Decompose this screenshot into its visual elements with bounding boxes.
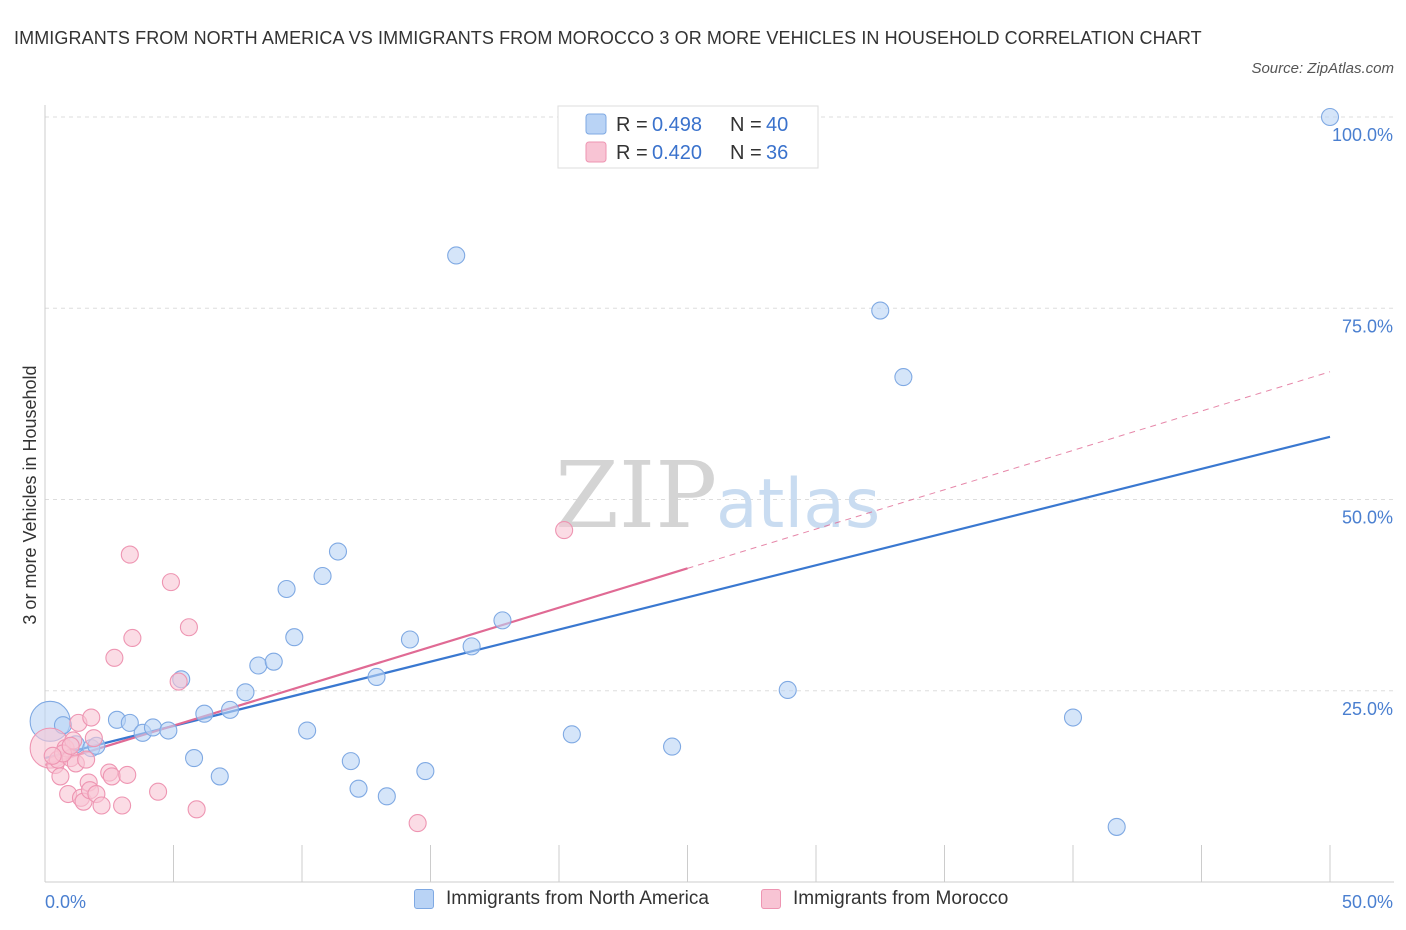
- x-tick-label: 0.0%: [45, 892, 86, 912]
- legend-r-label: R =: [616, 142, 648, 164]
- data-point-pink: [51, 767, 70, 786]
- tick-labels: 25.0% 50.0% 75.0% 100.0% 0.0% 50.0%: [45, 125, 1393, 912]
- data-point-blue: [143, 718, 162, 737]
- data-point-blue: [285, 628, 304, 647]
- data-point-blue: [185, 749, 204, 768]
- data-point-pink: [102, 767, 121, 786]
- data-point-blue: [1320, 107, 1340, 127]
- legend-n-label: N =: [730, 142, 762, 164]
- bottom-legend: Immigrants from North America Immigrants…: [0, 888, 1406, 916]
- data-point-pink: [187, 800, 206, 819]
- data-point-pink: [123, 628, 142, 648]
- data-point-blue: [778, 680, 797, 700]
- legend-swatch-blue: [414, 889, 434, 909]
- legend-item-morocco: Immigrants from Morocco: [761, 888, 1008, 910]
- data-point-pink: [77, 750, 96, 769]
- data-point-blue: [462, 637, 481, 656]
- data-point-pink: [113, 796, 132, 815]
- data-point-blue: [416, 762, 435, 781]
- trendline-blue: [44, 435, 1331, 760]
- data-point-blue: [220, 700, 240, 719]
- legend-swatch-blue: [585, 113, 607, 135]
- y-axis-label: 3 or more Vehicles in Household: [20, 365, 40, 624]
- data-point-blue: [341, 752, 360, 771]
- y-tick-label: 25.0%: [1342, 699, 1393, 719]
- data-point-pink: [179, 618, 198, 637]
- top-legend: R = 0.498 N = 40 R = 0.420 N = 36: [557, 105, 819, 169]
- trendline-dashed-pink: [687, 371, 1331, 569]
- data-point-pink: [105, 648, 124, 667]
- data-point-blue: [277, 579, 296, 599]
- data-point-pink: [120, 545, 139, 564]
- data-point-pink: [408, 814, 427, 833]
- data-point-blue: [159, 721, 178, 740]
- data-point-blue: [249, 656, 268, 675]
- data-point-blue: [400, 630, 419, 649]
- data-point-blue: [377, 787, 396, 806]
- data-point-pink: [92, 796, 111, 815]
- data-point-pink: [169, 672, 188, 691]
- data-point-blue: [894, 368, 913, 387]
- data-point-pink: [84, 729, 103, 748]
- data-point-blue: [298, 721, 317, 740]
- legend-n-label: N =: [730, 114, 762, 136]
- data-point-blue: [195, 704, 214, 723]
- legend-swatch-pink: [761, 889, 781, 909]
- legend-label-north-america: Immigrants from North America: [446, 888, 709, 909]
- watermark-zip: ZIP: [555, 442, 717, 549]
- data-point-blue: [349, 779, 368, 798]
- legend-swatch-pink: [585, 141, 607, 163]
- source-label: Source: ZipAtlas.com: [1251, 60, 1394, 77]
- watermark: ZIP atlas: [555, 442, 880, 549]
- data-point-blue: [871, 301, 890, 320]
- data-point-blue: [447, 246, 466, 265]
- y-tick-label: 100.0%: [1332, 125, 1393, 145]
- chart-title: IMMIGRANTS FROM NORTH AMERICA VS IMMIGRA…: [14, 28, 1202, 48]
- legend-r-value: 0.420: [652, 142, 702, 164]
- legend-r-label: R =: [616, 114, 648, 136]
- watermark-atlas: atlas: [716, 465, 880, 544]
- data-point-blue: [328, 542, 348, 561]
- data-point-pink: [149, 782, 168, 801]
- y-tick-label: 50.0%: [1342, 508, 1393, 528]
- data-point-blue: [210, 767, 229, 786]
- legend-item-north-america: Immigrants from North America: [414, 888, 709, 910]
- data-point-blue: [493, 611, 512, 630]
- data-point-blue: [1107, 817, 1126, 836]
- gridlines: [45, 116, 1394, 692]
- data-point-pink: [43, 746, 62, 765]
- data-point-pink: [82, 708, 101, 727]
- y-tick-label: 75.0%: [1342, 316, 1393, 336]
- data-point-blue: [264, 652, 283, 671]
- data-point-pink: [161, 573, 180, 592]
- data-point-pink: [555, 521, 574, 540]
- data-point-blue: [120, 713, 139, 732]
- axes: [44, 105, 1394, 883]
- data-point-pink: [61, 736, 80, 755]
- legend-r-value: 0.498: [652, 114, 702, 136]
- legend-n-value: 36: [766, 142, 788, 164]
- data-points: [29, 107, 1340, 836]
- data-point-blue: [663, 737, 682, 756]
- legend-label-morocco: Immigrants from Morocco: [793, 888, 1009, 909]
- data-point-blue: [313, 566, 332, 586]
- x-tick-label: 50.0%: [1342, 892, 1393, 912]
- data-point-blue: [236, 683, 255, 702]
- data-point-blue: [367, 667, 386, 687]
- legend-n-value: 40: [766, 114, 788, 136]
- data-point-pink: [118, 765, 137, 784]
- data-point-blue: [562, 725, 581, 744]
- data-point-blue: [1063, 708, 1083, 727]
